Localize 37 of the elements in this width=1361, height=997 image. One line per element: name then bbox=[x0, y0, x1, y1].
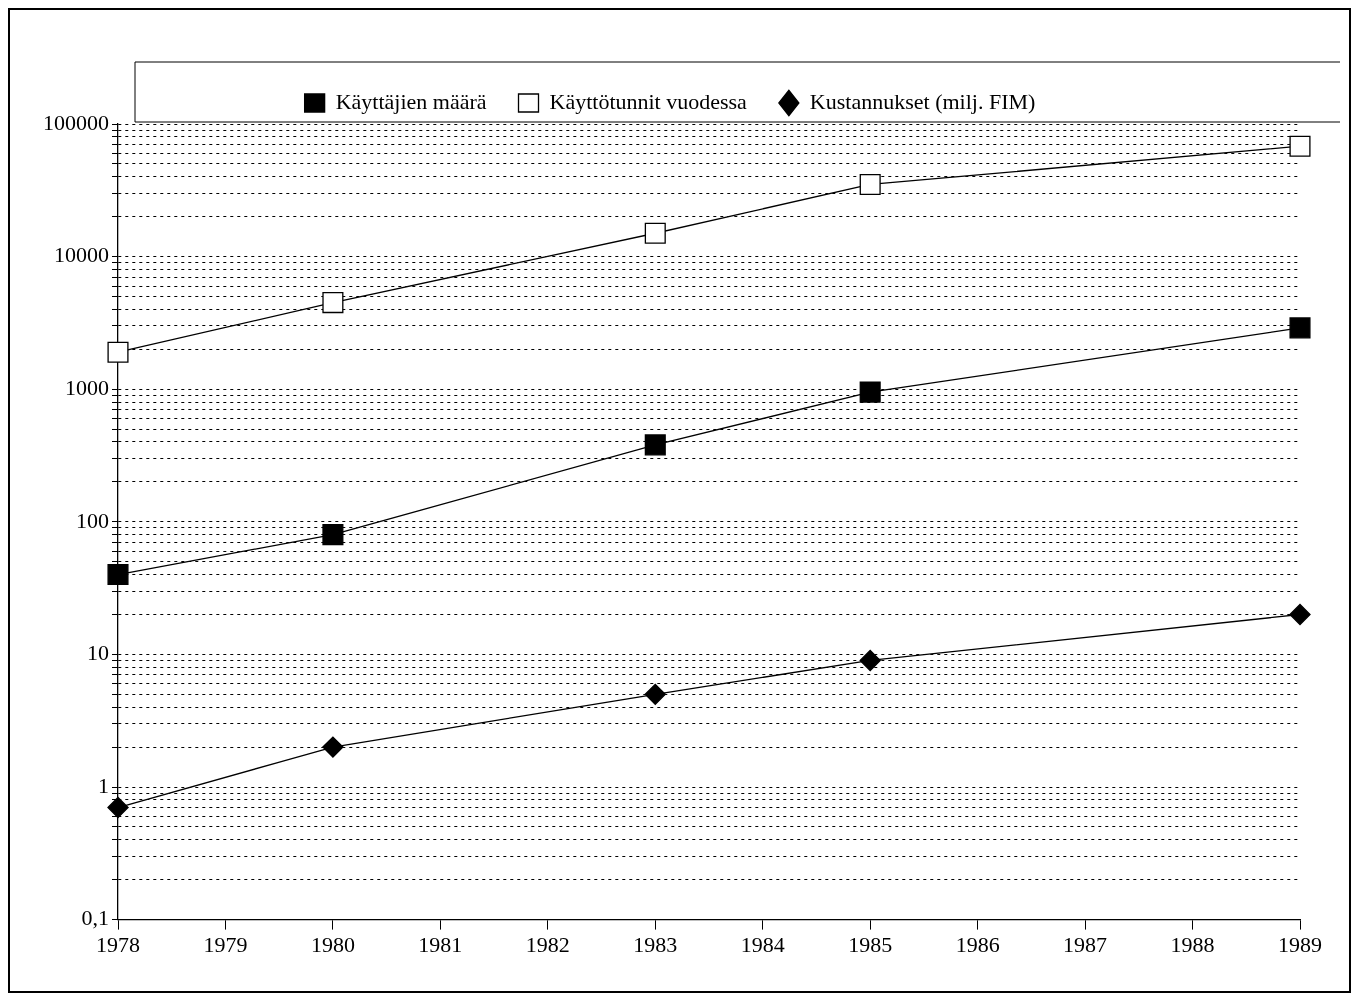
x-tick-label: 1980 bbox=[310, 931, 355, 957]
x-tick-label: 1988 bbox=[1170, 931, 1215, 957]
y-tick-label: 10000 bbox=[54, 242, 109, 268]
x-tick-label: 1981 bbox=[418, 931, 463, 957]
x-tick-label: 1985 bbox=[848, 931, 893, 957]
y-tick-label: 10 bbox=[87, 640, 109, 666]
point bbox=[644, 683, 666, 705]
point bbox=[859, 649, 881, 672]
x-tick-label: 1982 bbox=[525, 931, 570, 957]
y-tick-label: 0,1 bbox=[81, 905, 109, 931]
x-tick-label: 1983 bbox=[633, 931, 678, 957]
point bbox=[644, 434, 666, 456]
point bbox=[107, 796, 129, 819]
y-tick-label: 100000 bbox=[43, 109, 109, 135]
point bbox=[322, 292, 344, 314]
x-tick-label: 1989 bbox=[1278, 931, 1322, 957]
point bbox=[644, 222, 666, 244]
point bbox=[107, 341, 129, 363]
y-tick-label: 1000 bbox=[65, 374, 109, 400]
point bbox=[859, 381, 881, 403]
point bbox=[1289, 317, 1311, 339]
y-tick-label: 100 bbox=[76, 507, 109, 533]
point bbox=[1289, 135, 1311, 157]
x-tick-label: 1987 bbox=[1063, 931, 1108, 957]
legend-label: Kustannukset (milj. FIM) bbox=[809, 88, 1036, 114]
x-tick-label: 1979 bbox=[203, 931, 248, 957]
y-tick-label: 1 bbox=[98, 772, 109, 798]
x-tick-label: 1978 bbox=[96, 931, 140, 957]
x-tick-label: 1984 bbox=[740, 931, 785, 957]
legend-label: Käyttäjien määrä bbox=[335, 88, 487, 114]
legend-label: Käyttötunnit vuodessa bbox=[549, 88, 748, 114]
point bbox=[322, 736, 344, 758]
point bbox=[322, 524, 344, 546]
point bbox=[1289, 603, 1311, 626]
point bbox=[107, 564, 129, 586]
x-tick-label: 1986 bbox=[955, 931, 1000, 957]
point bbox=[859, 173, 881, 196]
